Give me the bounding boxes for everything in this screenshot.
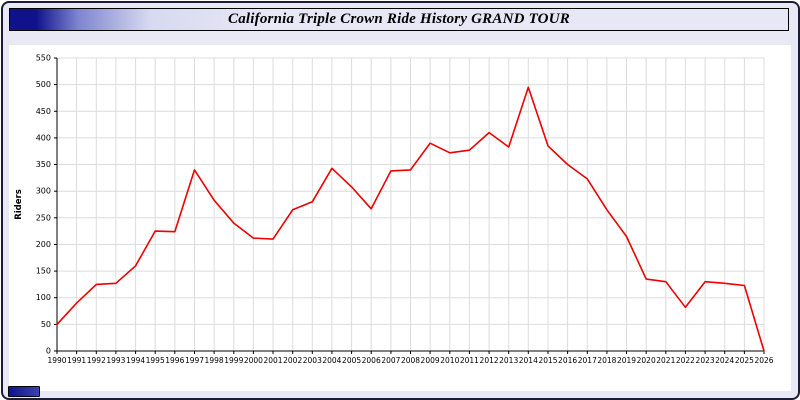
gridlines (56, 57, 765, 352)
svg-text:2010: 2010 (440, 356, 459, 365)
svg-text:2023: 2023 (696, 356, 715, 365)
window-title: California Triple Crown Ride History GRA… (228, 11, 570, 27)
svg-text:2015: 2015 (538, 356, 557, 365)
svg-text:2022: 2022 (676, 356, 695, 365)
svg-text:2011: 2011 (460, 356, 479, 365)
svg-text:1996: 1996 (165, 356, 184, 365)
chart-area: 0 50 100 150 200 250 300 350 400 450 500 550 1990 199… (9, 45, 791, 391)
svg-text:Riders: Riders (14, 189, 24, 220)
svg-text:2003: 2003 (303, 356, 322, 365)
svg-text:2004: 2004 (322, 356, 341, 365)
svg-text:2021: 2021 (656, 356, 675, 365)
svg-text:1993: 1993 (106, 356, 125, 365)
svg-text:2025: 2025 (735, 356, 754, 365)
svg-text:2013: 2013 (499, 356, 518, 365)
y-axis-labels: 0 50 100 150 200 250 300 350 400 450 500 550 (36, 54, 51, 356)
svg-text:2018: 2018 (597, 356, 616, 365)
svg-text:2024: 2024 (715, 356, 734, 365)
axes (56, 58, 764, 352)
title-bar: California Triple Crown Ride History GRA… (9, 8, 789, 31)
svg-text:2008: 2008 (401, 356, 420, 365)
svg-text:300: 300 (36, 187, 51, 196)
svg-text:1991: 1991 (67, 356, 86, 365)
riders-series-line (56, 86, 765, 352)
svg-text:1995: 1995 (146, 356, 165, 365)
svg-text:1994: 1994 (126, 356, 145, 365)
svg-text:2000: 2000 (244, 356, 263, 365)
svg-text:100: 100 (36, 293, 51, 302)
svg-text:1998: 1998 (205, 356, 224, 365)
svg-text:500: 500 (36, 80, 51, 89)
svg-text:2017: 2017 (578, 356, 597, 365)
footer-strip (8, 386, 40, 397)
svg-text:250: 250 (36, 213, 51, 222)
svg-text:1990: 1990 (47, 356, 66, 365)
svg-text:1997: 1997 (185, 356, 204, 365)
svg-text:2009: 2009 (421, 356, 440, 365)
svg-text:2026: 2026 (754, 356, 773, 365)
svg-text:400: 400 (36, 133, 51, 142)
svg-text:2007: 2007 (381, 356, 400, 365)
svg-text:150: 150 (36, 267, 51, 276)
svg-text:2012: 2012 (480, 356, 499, 365)
svg-text:350: 350 (36, 160, 51, 169)
svg-text:2020: 2020 (637, 356, 656, 365)
svg-text:0: 0 (46, 347, 51, 356)
svg-text:550: 550 (36, 54, 51, 63)
svg-text:2014: 2014 (519, 356, 538, 365)
svg-text:450: 450 (36, 107, 51, 116)
svg-text:2016: 2016 (558, 356, 577, 365)
svg-text:2002: 2002 (283, 356, 302, 365)
svg-text:1999: 1999 (224, 356, 243, 365)
svg-text:2006: 2006 (362, 356, 381, 365)
svg-text:1992: 1992 (87, 356, 106, 365)
y-axis-title: Riders (14, 189, 24, 220)
svg-text:2019: 2019 (617, 356, 636, 365)
svg-text:2005: 2005 (342, 356, 361, 365)
x-axis-labels: 1990 1991 1992 1993 1994 1995 1996 1997 1998 1999… (47, 356, 773, 365)
svg-text:200: 200 (36, 240, 51, 249)
svg-text:50: 50 (41, 320, 51, 329)
svg-text:2001: 2001 (263, 356, 282, 365)
